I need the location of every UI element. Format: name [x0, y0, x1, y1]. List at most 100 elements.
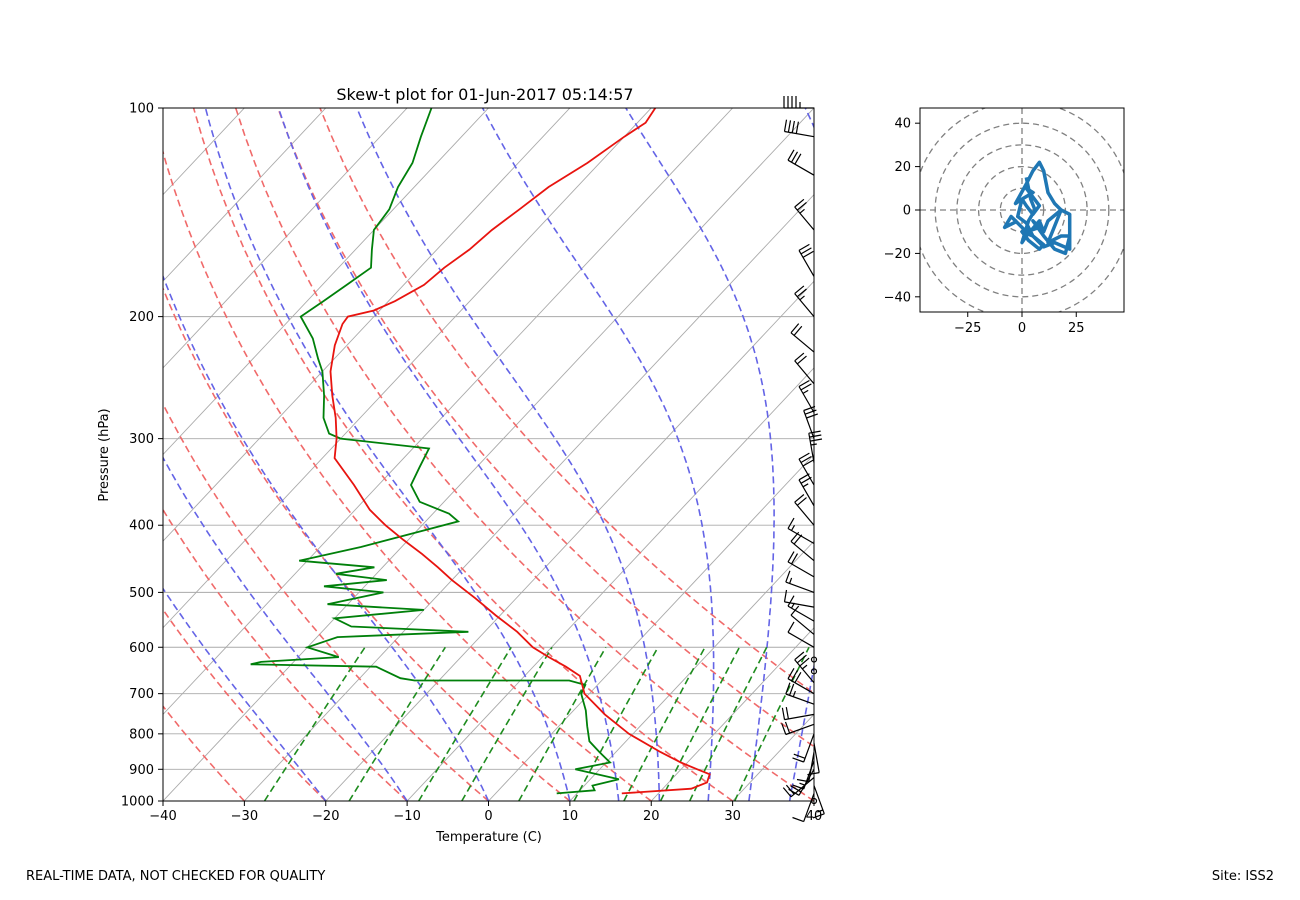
hodograph-y-tick-label: 40 — [894, 117, 911, 132]
moist-adiabat — [625, 108, 775, 801]
isotherm — [325, 280, 814, 801]
isotherm — [163, 108, 733, 716]
skewt-y-tick-label: 800 — [129, 727, 154, 742]
moist-adiabat-lines — [163, 108, 814, 801]
wind-barb — [798, 243, 815, 277]
dry-adiabat — [163, 608, 327, 801]
hodograph-x-tick-label: −25 — [954, 321, 981, 336]
dry-adiabat — [163, 508, 408, 801]
mixing-ratio-line — [688, 646, 768, 801]
skewt-y-axis: 100 200 300 400 500 600 700 800 900 1000 — [121, 102, 163, 810]
wind-barb — [787, 551, 815, 578]
wind-barb — [808, 430, 823, 463]
skewt-x-tick-label: 20 — [643, 809, 660, 824]
mixing-ratio-lines — [263, 646, 810, 801]
isotherm — [732, 713, 814, 801]
wind-barb — [785, 682, 815, 705]
isotherm — [163, 108, 489, 456]
wind-barb — [792, 793, 815, 823]
isotherm — [163, 108, 408, 369]
quality-disclaimer: REAL-TIME DATA, NOT CHECKED FOR QUALITY — [26, 869, 326, 884]
wind-barb — [794, 651, 815, 684]
dry-adiabat-lines — [163, 108, 814, 801]
mixing-ratio-line — [518, 646, 607, 801]
isotherm — [163, 108, 652, 629]
dry-adiabat — [192, 108, 734, 801]
site-label: Site: ISS2 — [1211, 869, 1274, 884]
isotherm — [406, 367, 814, 801]
isotherm-lines — [163, 108, 814, 801]
moist-adiabat — [163, 456, 408, 801]
mixing-ratio-line — [418, 646, 512, 801]
isotherm — [569, 540, 814, 801]
wind-barb — [794, 198, 815, 231]
mixing-ratio-line — [263, 646, 366, 801]
skewt-y-tick-label: 400 — [129, 519, 154, 534]
wind-barb — [794, 285, 815, 317]
moist-adiabat — [481, 108, 715, 801]
skewt-y-tick-label: 1000 — [121, 795, 154, 810]
skewt-x-tick-label: −20 — [312, 809, 339, 824]
wind-barb — [787, 668, 815, 695]
hodograph-trace — [1002, 160, 1072, 256]
wind-barb — [796, 751, 815, 783]
isotherm — [163, 108, 327, 282]
mixing-ratio-line — [623, 646, 706, 801]
wind-barbs — [781, 96, 825, 823]
skewt-x-tick-label: −10 — [393, 809, 420, 824]
isotherm — [163, 108, 814, 801]
dry-adiabat — [163, 402, 490, 801]
dry-adiabat — [234, 108, 814, 801]
hodograph-ring — [956, 144, 1088, 276]
wind-barb — [794, 352, 815, 385]
mixing-ratio-line — [573, 646, 659, 801]
skewt-plot-area — [163, 108, 814, 801]
hodograph-y-tick-label: 0 — [903, 204, 911, 219]
isotherm — [163, 108, 571, 542]
skewt-x-tick-label: 10 — [562, 809, 579, 824]
hodograph-y-tick-label: −20 — [884, 247, 911, 262]
skewt-x-axis: −40 −30 −20 −10 0 10 20 30 40 — [149, 801, 822, 824]
skewt-title: Skew-t plot for 01-Jun-2017 05:14:57 — [336, 85, 633, 104]
wind-barb — [794, 494, 815, 526]
dry-adiabat — [163, 704, 245, 801]
wind-barb — [787, 595, 815, 622]
dry-adiabat — [163, 286, 571, 801]
hodograph-y-tick-label: 20 — [894, 160, 911, 175]
skewt-y-tick-label: 600 — [129, 641, 154, 656]
wind-barb — [787, 149, 815, 176]
skewt-y-tick-label: 200 — [129, 310, 154, 325]
hodograph-x-tick-label: 25 — [1068, 321, 1085, 336]
skewt-x-tick-label: −40 — [149, 809, 176, 824]
dry-adiabat — [277, 108, 814, 748]
wind-barb — [785, 570, 815, 593]
skewt-x-tick-label: 0 — [484, 809, 492, 824]
temperature-line — [329, 108, 711, 795]
moist-adiabat — [788, 108, 814, 801]
wind-barb — [787, 621, 815, 648]
wind-barb — [787, 517, 815, 545]
moist-adiabat — [204, 108, 571, 801]
skewt-x-label: Temperature (C) — [435, 830, 542, 845]
mixing-ratio-line — [461, 646, 553, 801]
dry-adiabat — [163, 149, 652, 801]
wind-barb — [783, 96, 814, 109]
dry-adiabat — [319, 108, 814, 695]
isotherm — [244, 193, 814, 801]
moist-adiabat — [163, 274, 490, 801]
dewpoint-line — [250, 108, 620, 795]
hodograph-y-tick-label: −40 — [884, 290, 911, 305]
skewt-y-tick-label: 300 — [129, 432, 154, 447]
hodograph-plot-area — [920, 108, 1124, 312]
isotherm — [163, 108, 245, 196]
wind-barb — [812, 785, 825, 819]
wind-barb — [803, 405, 819, 439]
hodograph-x-axis: −25 0 25 — [954, 312, 1085, 336]
wind-barb — [781, 721, 815, 736]
wind-barb — [783, 589, 815, 608]
moist-adiabat — [356, 108, 661, 801]
wind-barb — [807, 742, 820, 776]
wind-barb — [783, 119, 815, 138]
isotherm — [488, 453, 814, 801]
